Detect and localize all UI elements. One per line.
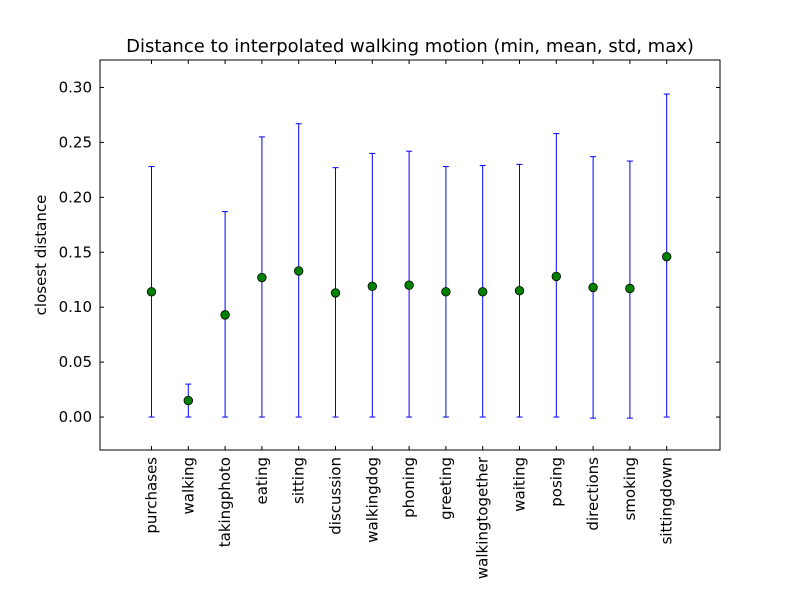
- y-tick-label: 0.25: [59, 133, 92, 151]
- plot-frame: [99, 59, 721, 451]
- mean-marker: [625, 283, 635, 294]
- x-tick-label: walking: [179, 457, 197, 515]
- x-tick-label: discussion: [327, 457, 345, 535]
- y-tick-label: 0.15: [59, 243, 92, 261]
- x-tick-label: walkingdog: [363, 457, 381, 543]
- mean-marker: [367, 281, 378, 292]
- mean-marker: [551, 271, 562, 282]
- x-tick-label: purchases: [143, 457, 161, 534]
- ticks-layer: 0.00 0.05 0.10 0.15 0.20 0.25 0.30 purchases wal…: [59, 60, 720, 579]
- y-tick-label: 0.00: [59, 408, 92, 426]
- marks-layer: [146, 93, 672, 419]
- x-tick-label: smoking: [621, 457, 639, 521]
- mean-marker: [146, 287, 157, 297]
- mean-marker: [257, 272, 267, 283]
- mean-marker: [441, 287, 451, 297]
- mean-marker: [662, 251, 672, 262]
- mean-marker: [588, 282, 598, 293]
- x-tick-label: takingphoto: [216, 457, 234, 547]
- x-tick-label: directions: [584, 457, 602, 531]
- mean-marker: [478, 287, 488, 297]
- x-tick-label: greeting: [437, 457, 455, 520]
- y-tick-label: 0.30: [59, 78, 92, 96]
- mean-marker: [404, 280, 414, 290]
- y-axis-label: closest distance: [32, 195, 50, 316]
- mean-marker: [220, 310, 230, 320]
- y-tick-label: 0.20: [59, 188, 92, 206]
- x-tick-label: walkingtogether: [474, 456, 492, 579]
- mean-marker: [294, 266, 304, 276]
- x-tick-label: phoning: [400, 457, 418, 518]
- y-tick-label: 0.05: [59, 353, 92, 371]
- mean-marker: [183, 395, 194, 406]
- chart-title: Distance to interpolated walking motion …: [126, 36, 694, 57]
- x-tick-label: posing: [547, 457, 565, 507]
- mean-marker: [514, 286, 525, 296]
- mean-marker: [330, 288, 341, 298]
- x-tick-label: eating: [253, 457, 271, 505]
- y-tick-label: 0.10: [59, 298, 92, 316]
- x-tick-label: sittingdown: [658, 457, 676, 544]
- x-tick-label: waiting: [511, 457, 529, 512]
- x-tick-label: sitting: [290, 457, 308, 504]
